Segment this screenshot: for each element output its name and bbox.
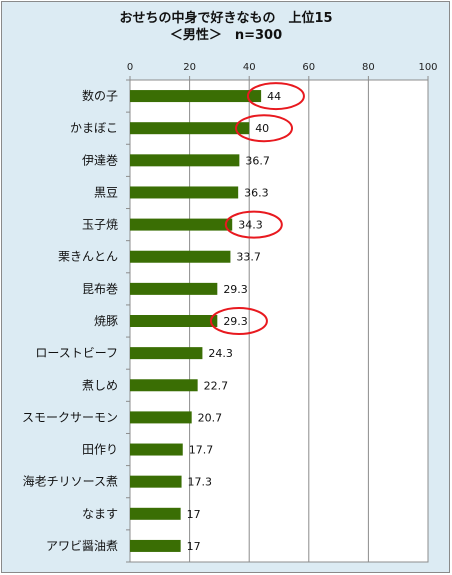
- data-label: 44: [267, 90, 281, 103]
- bar: [130, 347, 203, 360]
- bar: [130, 122, 250, 135]
- x-tick-label: 100: [418, 62, 437, 73]
- bar: [130, 507, 181, 520]
- data-label: 34.3: [238, 219, 262, 232]
- highlight-ellipse: [235, 114, 293, 143]
- data-label: 29.3: [223, 283, 248, 296]
- category-label: 数の子: [82, 88, 118, 103]
- highlight-ellipse: [224, 210, 283, 239]
- category-label: 焼豚: [94, 314, 118, 328]
- category-label: スモークサーモン: [22, 410, 118, 424]
- bar: [130, 154, 240, 167]
- x-tick-label: 40: [243, 62, 256, 73]
- category-label: 田作り: [82, 443, 118, 457]
- x-tick-label: 60: [302, 62, 315, 73]
- bar: [130, 443, 183, 456]
- category-label: なます: [82, 507, 118, 521]
- category-label: 伊達巻: [82, 153, 118, 167]
- bar: [130, 539, 181, 552]
- category-label: ローストビーフ: [35, 346, 118, 360]
- data-label: 17: [187, 540, 201, 553]
- chart-title-block: おせちの中身で好きなもの 上位15 ＜男性＞ n=300: [0, 10, 452, 44]
- category-label: 玉子焼: [82, 218, 118, 232]
- category-label: アワビ醤油煮: [46, 538, 118, 553]
- chart-title: おせちの中身で好きなもの 上位15: [119, 11, 333, 26]
- bar: [130, 379, 198, 392]
- category-label: 海老チリソース煮: [23, 474, 118, 489]
- bar: [130, 475, 182, 488]
- data-label: 17.3: [188, 476, 213, 489]
- category-label: 黒豆: [94, 185, 118, 199]
- data-label: 17.7: [189, 444, 214, 457]
- category-label: 煮しめ: [82, 378, 118, 392]
- category-label: 昆布巻: [82, 282, 118, 296]
- data-label: 24.3: [208, 347, 233, 360]
- data-label: 40: [255, 122, 269, 135]
- bar: [130, 218, 233, 231]
- data-label: 29.3: [223, 315, 248, 328]
- bar: [130, 315, 218, 327]
- data-label: 36.3: [244, 186, 269, 199]
- highlight-ellipse: [209, 307, 268, 335]
- data-label: 33.7: [236, 251, 261, 264]
- x-tick-label: 0: [127, 62, 133, 73]
- bar: [130, 282, 218, 295]
- category-label: かまぼこ: [70, 121, 118, 135]
- data-label: 22.7: [204, 379, 229, 392]
- data-label: 20.7: [198, 411, 223, 424]
- bar: [130, 250, 231, 263]
- x-tick-label: 80: [362, 62, 375, 73]
- data-label: 36.7: [245, 154, 270, 167]
- bar: [130, 411, 192, 424]
- bar: [130, 90, 262, 103]
- data-label: 17: [187, 508, 201, 521]
- highlight-ellipse: [246, 82, 305, 111]
- bar: [130, 186, 239, 199]
- category-label: 栗きんとん: [58, 250, 118, 264]
- chart-subtitle: ＜男性＞ n=300: [169, 28, 283, 43]
- x-tick-label: 20: [183, 62, 196, 73]
